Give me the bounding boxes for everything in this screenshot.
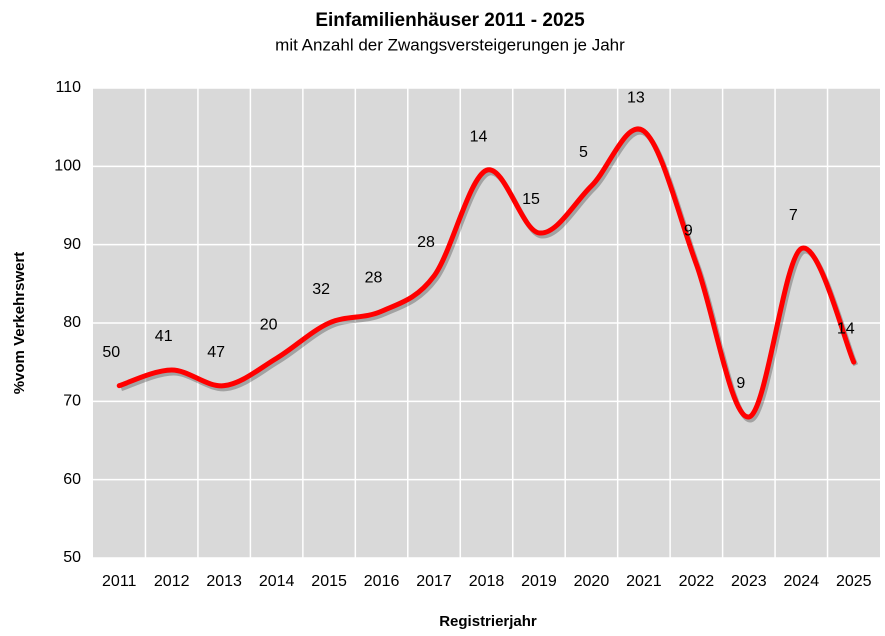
data-label: 41	[155, 328, 173, 345]
x-tick-label: 2020	[574, 573, 610, 590]
x-tick-label: 2015	[311, 573, 347, 590]
y-tick-label: 80	[63, 314, 81, 331]
y-tick-label: 100	[54, 158, 81, 175]
data-label: 13	[627, 89, 645, 106]
x-tick-label: 2011	[102, 573, 137, 590]
chart-title: Einfamilienhäuser 2011 - 2025	[315, 10, 585, 31]
x-tick-label: 2025	[836, 573, 872, 590]
y-tick-label: 90	[63, 236, 81, 253]
data-label: 47	[207, 344, 225, 361]
data-label: 28	[365, 269, 383, 286]
x-tick-label: 2013	[206, 573, 242, 590]
line	[116, 126, 857, 420]
data-label: 15	[522, 191, 540, 208]
data-label: 20	[260, 316, 278, 333]
x-tick-label: 2023	[731, 573, 767, 590]
x-axis-title: Registrierjahr	[439, 613, 537, 630]
y-tick-label: 60	[63, 471, 81, 488]
x-tick-label: 2021	[626, 573, 662, 590]
x-tick-label: 2014	[259, 573, 295, 590]
data-label: 28	[417, 234, 435, 251]
data-label: 14	[837, 320, 855, 337]
line-shadow	[120, 129, 859, 423]
chart-subtitle: mit Anzahl der Zwangsversteigerungen je …	[275, 35, 625, 54]
x-tick-label: 2018	[469, 573, 505, 590]
data-label: 32	[312, 281, 330, 298]
x-tick-label: 2012	[154, 573, 190, 590]
x-tick-label: 2019	[521, 573, 557, 590]
data-label: 9	[684, 222, 693, 239]
data-label: 9	[736, 375, 745, 392]
data-label: 50	[102, 344, 120, 361]
x-tick-label: 2016	[364, 573, 400, 590]
x-tick-label: 2022	[679, 573, 715, 590]
y-tick-label: 70	[63, 393, 81, 410]
y-tick-label: 110	[55, 79, 81, 96]
y-axis-title: %vom Verkehrswert	[11, 252, 28, 395]
data-label: 14	[470, 128, 488, 145]
data-label: 5	[579, 144, 588, 161]
data-label: 7	[789, 207, 798, 224]
x-tick-label: 2024	[784, 573, 820, 590]
y-tick-label: 50	[63, 549, 81, 566]
x-tick-label: 2017	[416, 573, 452, 590]
